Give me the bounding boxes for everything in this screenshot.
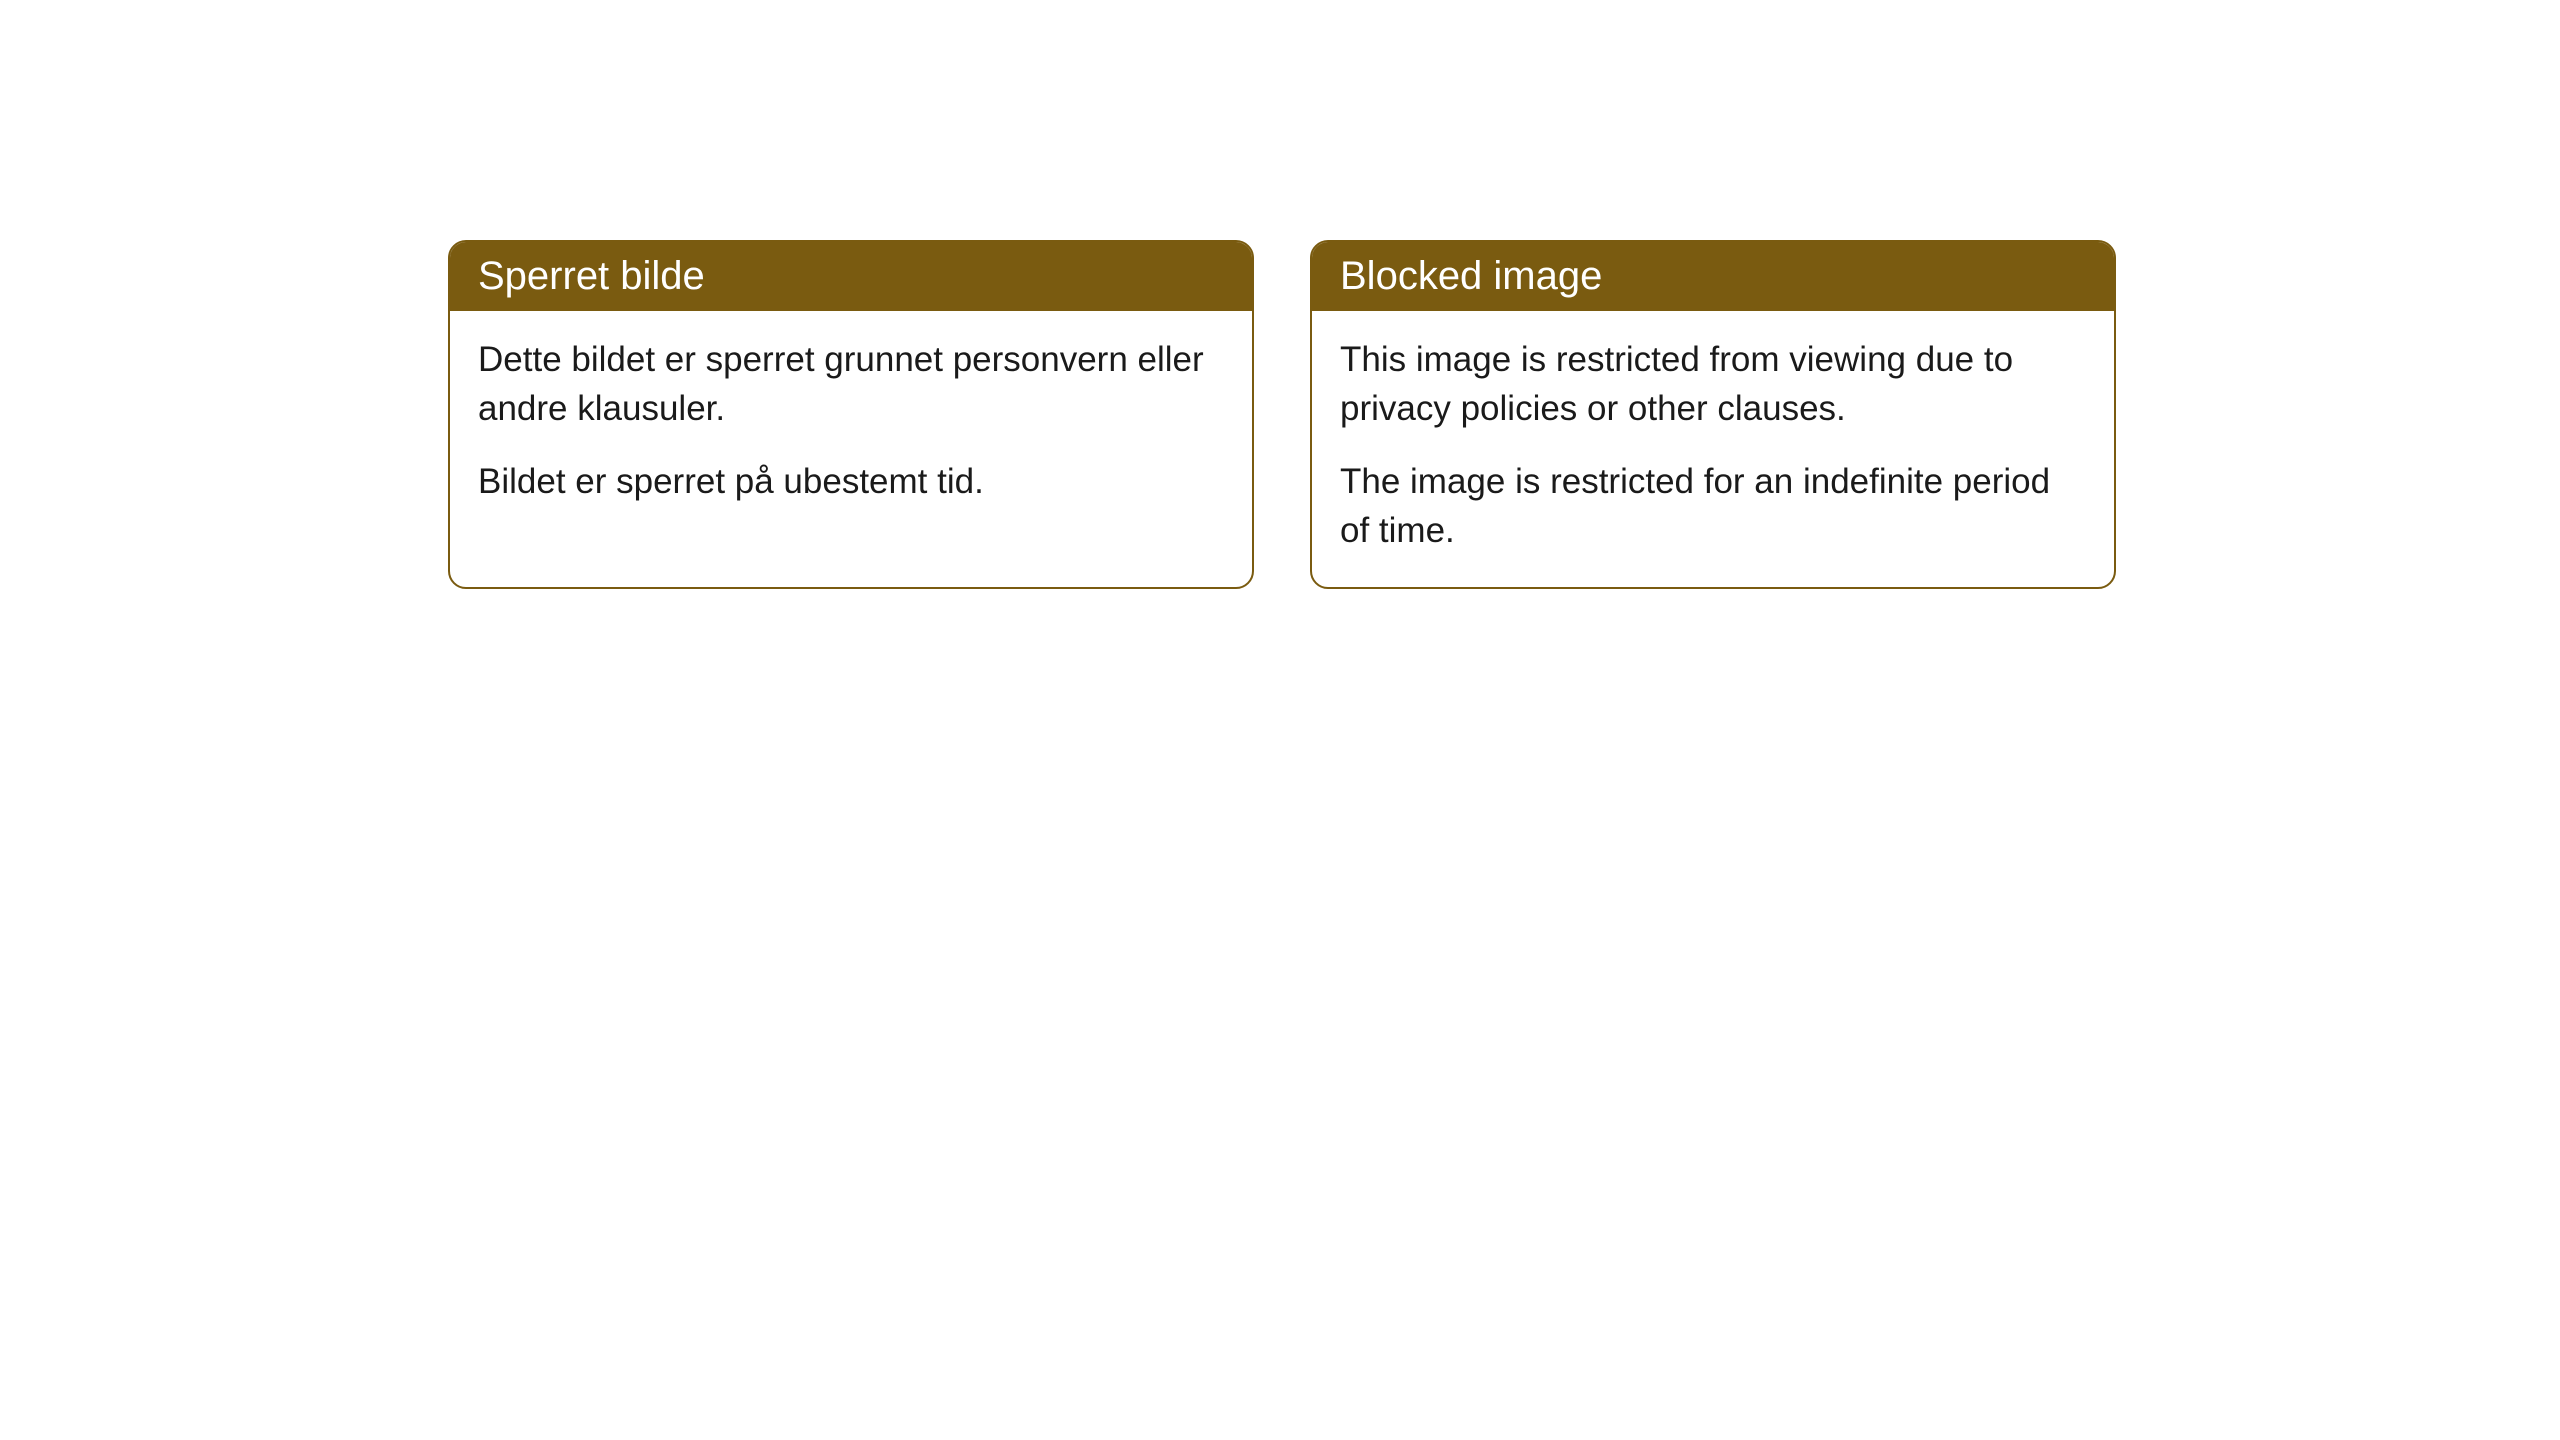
card-title: Sperret bilde bbox=[478, 254, 705, 298]
card-header: Blocked image bbox=[1312, 242, 2114, 311]
notice-card-norwegian: Sperret bilde Dette bildet er sperret gr… bbox=[448, 240, 1254, 589]
card-title: Blocked image bbox=[1340, 254, 1602, 298]
notice-card-english: Blocked image This image is restricted f… bbox=[1310, 240, 2116, 589]
card-body: This image is restricted from viewing du… bbox=[1312, 311, 2114, 587]
card-paragraph: The image is restricted for an indefinit… bbox=[1340, 457, 2086, 555]
card-header: Sperret bilde bbox=[450, 242, 1252, 311]
card-paragraph: This image is restricted from viewing du… bbox=[1340, 335, 2086, 433]
card-paragraph: Bildet er sperret på ubestemt tid. bbox=[478, 457, 1224, 506]
card-body: Dette bildet er sperret grunnet personve… bbox=[450, 311, 1252, 538]
notice-cards-container: Sperret bilde Dette bildet er sperret gr… bbox=[448, 240, 2560, 589]
card-paragraph: Dette bildet er sperret grunnet personve… bbox=[478, 335, 1224, 433]
